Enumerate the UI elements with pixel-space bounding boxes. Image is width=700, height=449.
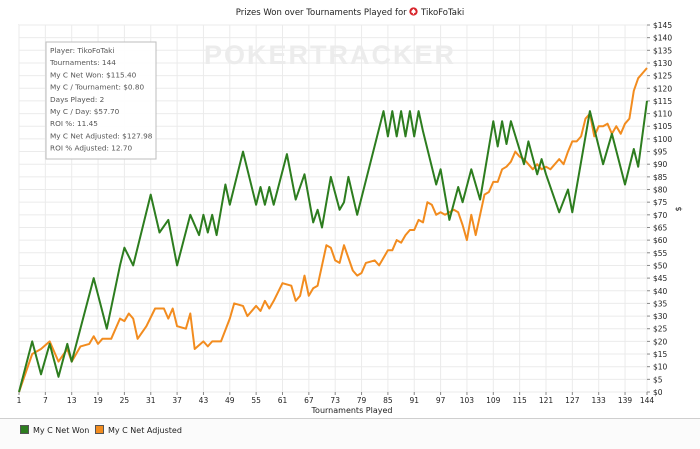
x-tick-label: 61 [278, 396, 288, 405]
y-tick-label: $130 [653, 59, 672, 68]
y-tick-label: $95 [653, 148, 668, 157]
y-tick-label: $140 [653, 34, 672, 43]
y-tick-label: $125 [653, 72, 672, 81]
x-tick-label: 121 [539, 396, 554, 405]
x-tick-label: 97 [436, 396, 446, 405]
x-tick-label: 49 [225, 396, 235, 405]
y-tick-label: $10 [653, 363, 668, 372]
y-tick-label: $115 [653, 97, 672, 106]
x-tick-label: 109 [486, 396, 501, 405]
gridlines [18, 24, 648, 393]
y-tick-label: $30 [653, 312, 668, 321]
x-tick-label: 91 [409, 396, 419, 405]
x-tick-label: 55 [251, 396, 261, 405]
x-tick-label: 127 [565, 396, 580, 405]
x-tick-label: 115 [512, 396, 527, 405]
stats-box-frame [45, 41, 157, 160]
legend-label-net-won: My C Net Won [33, 426, 90, 435]
chart-title-player: TikoFoTaki [421, 8, 465, 18]
stats-box-line: Player: TikoFoTaki [50, 46, 114, 55]
y-tick-label: $40 [653, 287, 668, 296]
stats-box-line: My C / Tournament: $0.80 [50, 83, 145, 92]
x-tick-label: 13 [67, 396, 77, 405]
stats-box-line: ROI %: 11.45 [50, 119, 98, 128]
x-tick-label: 67 [304, 396, 314, 405]
y-tick-label: $15 [653, 350, 668, 359]
legend: My C Net Won My C Net Adjusted [0, 418, 700, 449]
y-tick-label: $85 [653, 173, 668, 182]
x-tick-label: 37 [172, 396, 182, 405]
x-tick-label: 1 [17, 396, 22, 405]
y-tick-label: $55 [653, 249, 668, 258]
pokertracker-watermark: POKERTRACKER [204, 40, 456, 70]
stats-box: Player: TikoFoTaki Tournaments: 144 My C N… [45, 41, 157, 160]
y-tick-label: $90 [653, 160, 668, 169]
x-tick-label: 7 [43, 396, 48, 405]
y-tick-label: $50 [653, 261, 668, 270]
series-line-net-won[interactable] [18, 100, 648, 393]
series-line-net-adjusted[interactable] [18, 67, 648, 393]
y-tick-label: $35 [653, 299, 668, 308]
watermark: POKERTRACKER [204, 40, 456, 70]
y-tick-label: $25 [653, 325, 668, 334]
y-tick-label: $80 [653, 186, 668, 195]
chart-title-text: Prizes Won over Tournaments Played for [235, 8, 407, 18]
y-tick-label: $110 [653, 110, 672, 119]
pokerstars-logo-icon [409, 7, 418, 19]
y-tick-label: $65 [653, 223, 668, 232]
stats-box-line: Tournaments: 144 [49, 58, 116, 67]
x-tick-label: 133 [592, 396, 607, 405]
x-tick-label: 43 [199, 396, 209, 405]
y-tick-label: $135 [653, 46, 672, 55]
x-tick-label: 85 [383, 396, 393, 405]
x-tick-label: 19 [93, 396, 103, 405]
y-tick-label: $70 [653, 211, 668, 220]
legend-item-net-adjusted[interactable]: My C Net Adjusted [95, 425, 182, 435]
y-tick-label: $120 [653, 84, 672, 93]
legend-swatch-net-won [20, 425, 29, 434]
stats-box-line: My C Net Won: $115.40 [50, 70, 137, 79]
stats-box-line: Days Played: 2 [50, 95, 104, 104]
y-axis-label: $ [674, 206, 683, 211]
x-tick-label: 139 [618, 396, 633, 405]
y-tick-label: $20 [653, 337, 668, 346]
x-tick-label: 103 [460, 396, 475, 405]
stats-box-line: My C / Day: $57.70 [50, 107, 120, 116]
legend-label-net-adjusted: My C Net Adjusted [108, 426, 182, 435]
y-tick-label: $100 [653, 135, 672, 144]
x-axis-label: Tournaments Played [311, 406, 393, 415]
x-tick-label: 73 [330, 396, 340, 405]
series-lines [18, 67, 648, 393]
y-tick-label: $60 [653, 236, 668, 245]
legend-item-net-won[interactable]: My C Net Won [20, 425, 89, 435]
y-tick-label: $105 [653, 122, 672, 131]
legend-swatch-net-adjusted [95, 425, 104, 434]
x-tick-label: 79 [357, 396, 367, 405]
y-tick-label: $5 [653, 375, 663, 384]
x-tick-label: 31 [146, 396, 156, 405]
y-tick-label: $45 [653, 274, 668, 283]
chart-canvas: POKERTRACKER $0 $5 $10 $15 $20 $25 $30 $35 $40 $4… [17, 21, 683, 415]
y-axis: $0 $5 $10 $15 $20 $25 $30 $35 $40 $45 $50 $55 $60 $65… [647, 21, 672, 397]
chart-title: Prizes Won over Tournaments Played for T… [0, 7, 700, 19]
stats-box-line: My C Net Adjusted: $127.98 [50, 131, 153, 140]
x-tick-label: 144 [640, 396, 655, 405]
x-axis: 1 7 13 19 25 31 37 43 49 55 61 67 73 79 85 91 97 103 109 11… [17, 392, 655, 405]
y-tick-label: $145 [653, 21, 672, 30]
stats-box-line: ROI % Adjusted: 12.70 [50, 144, 132, 153]
x-tick-label: 25 [120, 396, 130, 405]
y-tick-label: $75 [653, 198, 668, 207]
y-tick-label: $0 [653, 388, 663, 397]
